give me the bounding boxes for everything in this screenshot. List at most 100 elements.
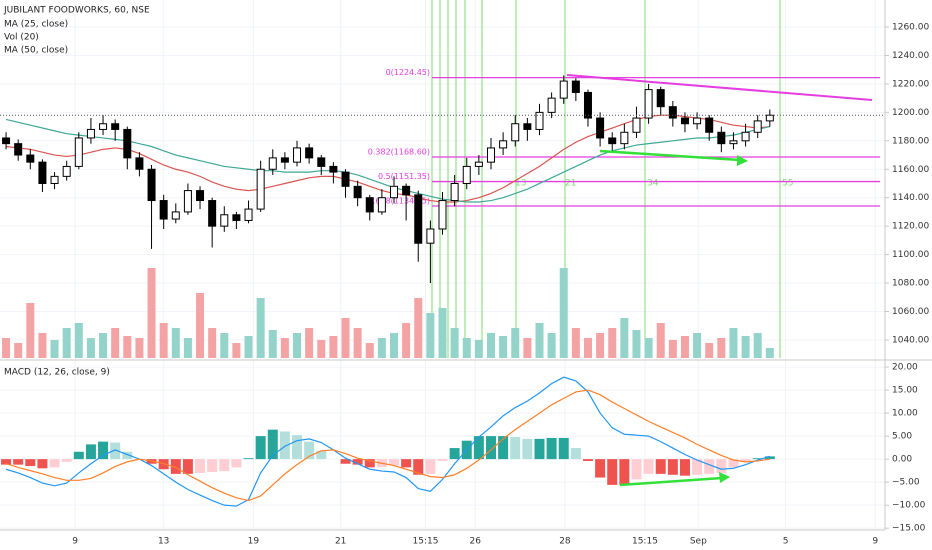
y-tick-label: 5.00 [892,432,912,442]
histogram-bar [389,459,400,466]
histogram-bar [740,459,751,462]
histogram-bar [728,459,739,468]
histogram-bar [110,442,121,460]
volume-bar [196,293,205,358]
x-tick-label: 15:15 [632,537,658,547]
y-tick-label: 1040.00 [892,335,929,345]
histogram-bar [752,458,763,460]
histogram-bar [582,459,593,461]
volume-bar [159,323,168,358]
histogram-bar [122,451,133,460]
candle-body [377,197,386,213]
histogram-bar [364,459,375,468]
candle-body [511,123,520,142]
volume-bar [38,333,47,358]
candle-body [474,161,483,167]
volume-bar [353,328,362,358]
volume-bar [268,330,277,358]
y-tick-label: −5.00 [892,478,920,488]
candle-body [256,168,265,210]
volume-bar [62,328,71,358]
candle-body [438,200,447,230]
histogram-bar [619,459,630,485]
candle-body [341,171,350,187]
x-tick-label: 15:15 [413,537,439,547]
fib-label: 0.5(1151.35) [378,172,430,181]
candle-body [147,168,156,202]
histogram-bar [449,448,460,460]
time-zone-label: 21 [565,179,576,189]
volume-bar [26,303,35,358]
histogram-bar [61,459,72,462]
candle-body [208,200,217,227]
moving-average [5,118,770,203]
plot: 0(1224.45) 0.382(1168.60) 0.5(1151.35) 0.61… [0,68,885,507]
volume-bar [135,338,144,358]
candle-body [717,131,726,145]
volume-bar [438,308,447,358]
candle-body [99,123,108,130]
volume-bar [329,336,338,358]
volume-bar [559,268,568,358]
histogram-bar [473,436,484,460]
volume-bar [74,323,83,358]
x-tick-label: 21 [335,537,346,547]
histogram-bar [764,456,775,460]
x-tick-label: 5 [783,537,789,547]
volume-bar [14,343,23,358]
x-tick-label: 9 [872,537,878,547]
x-tick-label: 28 [559,537,571,547]
candle-body [50,175,59,184]
volume-bar [571,328,580,358]
volume-bar [2,338,11,358]
x-tick-label: 19 [248,537,260,547]
candle-body [329,165,338,173]
candle-body [232,214,241,221]
histogram-bar [304,441,315,460]
candle-body [523,123,532,130]
histogram-bar [316,450,327,460]
histogram-bar [546,437,557,460]
volume-bar [474,340,483,358]
histogram-bar [255,436,266,460]
histogram-bar [243,458,254,460]
x-tick-label: 9 [72,537,78,547]
volume-bar [765,348,774,358]
candle-body [462,165,471,184]
histogram-bar [607,459,618,485]
volume-bar [608,328,617,358]
candle-body [571,80,580,93]
volume-bar [86,338,95,358]
volume-bar [390,333,399,358]
histogram-bar [558,437,569,460]
y-tick-label: 1180.00 [892,136,929,146]
histogram-bar [25,459,36,467]
y-tick-label: 1240.00 [892,51,929,61]
volume-bar [220,333,229,358]
fib-label: 0.382(1168.60) [368,148,430,157]
legend-entry: MA (50, close) [4,46,68,56]
volume-bar [535,323,544,358]
candle-body [14,143,23,156]
histogram-bar [692,459,703,475]
candle-body [644,89,653,119]
histogram-bar [13,459,24,465]
volume-bar [523,338,532,358]
candle-body [753,120,762,133]
volume-bar [729,328,738,358]
candle-body [111,123,120,130]
candle-body [559,80,568,99]
y-tick-label: 0.00 [892,455,912,465]
volume-bar [547,333,556,358]
volume-bar [414,298,423,358]
volume-bar [365,343,374,358]
arrow-shaft [619,476,723,487]
volume-bar [717,338,726,358]
candle-body [74,137,83,167]
candle-body [414,194,423,244]
candle-body [86,128,95,139]
candle-body [547,97,556,113]
histogram-bar [98,441,109,460]
